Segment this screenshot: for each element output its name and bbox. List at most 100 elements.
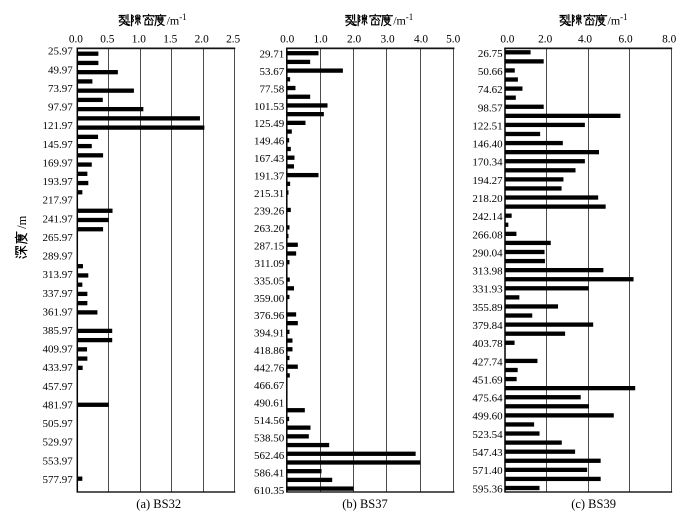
svg-text:427.74: 427.74: [472, 356, 503, 368]
svg-text:331.93: 331.93: [472, 284, 503, 296]
svg-text:538.50: 538.50: [254, 432, 285, 444]
svg-text:457.97: 457.97: [43, 381, 74, 393]
svg-text:6.0: 6.0: [619, 34, 633, 46]
svg-text:385.97: 385.97: [43, 325, 74, 337]
svg-text:121.97: 121.97: [43, 120, 74, 132]
svg-text:379.84: 379.84: [472, 320, 503, 332]
svg-text:547.43: 547.43: [472, 447, 503, 459]
svg-text:191.37: 191.37: [254, 171, 285, 183]
svg-text:149.46: 149.46: [254, 136, 285, 148]
svg-text:3.0: 3.0: [380, 34, 394, 46]
svg-text:125.49: 125.49: [254, 118, 285, 130]
svg-text:(b) BS37: (b) BS37: [342, 497, 388, 511]
svg-text:50.66: 50.66: [478, 66, 503, 78]
svg-text:610.35: 610.35: [254, 485, 285, 497]
svg-text:2.0: 2.0: [538, 34, 552, 46]
svg-text:5.0: 5.0: [446, 34, 460, 46]
svg-text:409.97: 409.97: [43, 344, 74, 356]
svg-text:529.97: 529.97: [43, 437, 74, 449]
svg-text:239.26: 239.26: [254, 206, 285, 218]
svg-text:562.46: 562.46: [254, 450, 285, 462]
svg-text:/m: /m: [167, 14, 180, 28]
svg-text:586.41: 586.41: [254, 467, 284, 479]
svg-text:266.08: 266.08: [472, 229, 503, 241]
svg-text:-1: -1: [179, 12, 187, 22]
svg-text:451.69: 451.69: [472, 374, 503, 386]
svg-text:8.0: 8.0: [662, 34, 676, 46]
svg-text:29.71: 29.71: [260, 48, 285, 60]
svg-text:1.0: 1.0: [132, 34, 146, 46]
svg-text:-1: -1: [406, 12, 414, 22]
svg-text:4.0: 4.0: [414, 34, 428, 46]
svg-text:74.62: 74.62: [478, 84, 503, 96]
svg-text:355.89: 355.89: [472, 302, 503, 314]
svg-text:481.97: 481.97: [43, 399, 74, 411]
svg-text:289.97: 289.97: [43, 251, 74, 263]
svg-text:193.97: 193.97: [43, 176, 74, 188]
svg-text:311.09: 311.09: [254, 258, 284, 270]
svg-text:2.0: 2.0: [195, 34, 209, 46]
svg-text:167.43: 167.43: [254, 153, 285, 165]
svg-text:263.20: 263.20: [254, 223, 285, 235]
svg-text:0.5: 0.5: [100, 34, 114, 46]
svg-text:505.97: 505.97: [43, 418, 74, 430]
svg-text:313.98: 313.98: [472, 266, 503, 278]
svg-text:4.0: 4.0: [578, 34, 592, 46]
svg-text:433.97: 433.97: [43, 362, 74, 374]
svg-text:0.0: 0.0: [280, 34, 294, 46]
svg-text:122.51: 122.51: [472, 120, 502, 132]
svg-text:242.14: 242.14: [472, 211, 503, 223]
svg-text:1.0: 1.0: [314, 34, 328, 46]
svg-text:98.57: 98.57: [478, 102, 503, 114]
svg-text:287.15: 287.15: [254, 240, 285, 252]
svg-text:97.97: 97.97: [48, 102, 73, 114]
svg-text:-1: -1: [620, 12, 628, 22]
svg-text:0.0: 0.0: [69, 34, 83, 46]
svg-text:475.64: 475.64: [472, 393, 503, 405]
svg-text:499.60: 499.60: [472, 411, 503, 423]
svg-text:218.20: 218.20: [472, 193, 503, 205]
svg-text:/m: /m: [393, 14, 406, 28]
svg-text:442.76: 442.76: [254, 363, 285, 375]
svg-text:194.27: 194.27: [472, 175, 503, 187]
svg-text:49.97: 49.97: [48, 64, 73, 76]
svg-text:77.58: 77.58: [260, 83, 285, 95]
svg-text:(c) BS39: (c) BS39: [571, 497, 616, 511]
svg-text:25.97: 25.97: [48, 46, 73, 58]
svg-text:170.34: 170.34: [472, 157, 503, 169]
svg-text:403.78: 403.78: [472, 338, 503, 350]
svg-text:169.97: 169.97: [43, 157, 74, 169]
svg-text:26.75: 26.75: [478, 48, 503, 60]
svg-text:2.5: 2.5: [226, 34, 240, 46]
svg-text:394.91: 394.91: [254, 328, 284, 340]
svg-text:(a) BS32: (a) BS32: [136, 497, 181, 511]
svg-text:53.67: 53.67: [260, 66, 285, 78]
svg-text:217.97: 217.97: [43, 195, 74, 207]
svg-text:337.97: 337.97: [43, 288, 74, 300]
svg-text:359.00: 359.00: [254, 293, 285, 305]
svg-text:101.53: 101.53: [254, 101, 285, 113]
svg-text:595.36: 595.36: [472, 483, 503, 495]
svg-text:313.97: 313.97: [43, 269, 74, 281]
svg-text:146.40: 146.40: [472, 139, 503, 151]
svg-text:/m: /m: [15, 215, 29, 228]
svg-text:490.61: 490.61: [254, 398, 284, 410]
svg-text:265.97: 265.97: [43, 232, 74, 244]
svg-text:145.97: 145.97: [43, 139, 74, 151]
svg-text:215.31: 215.31: [254, 188, 284, 200]
svg-text:0.0: 0.0: [500, 34, 514, 46]
svg-text:466.67: 466.67: [254, 380, 285, 392]
svg-text:361.97: 361.97: [43, 306, 74, 318]
svg-text:514.56: 514.56: [254, 415, 285, 427]
svg-text:2.0: 2.0: [347, 34, 361, 46]
svg-text:418.86: 418.86: [254, 345, 285, 357]
svg-text:1.5: 1.5: [163, 34, 177, 46]
svg-text:/m: /m: [608, 14, 621, 28]
svg-text:523.54: 523.54: [472, 429, 503, 441]
svg-text:376.96: 376.96: [254, 310, 285, 322]
svg-text:241.97: 241.97: [43, 213, 74, 225]
svg-text:571.40: 571.40: [472, 465, 503, 477]
svg-text:335.05: 335.05: [254, 275, 285, 287]
svg-text:290.04: 290.04: [472, 247, 503, 259]
svg-text:73.97: 73.97: [48, 83, 73, 95]
